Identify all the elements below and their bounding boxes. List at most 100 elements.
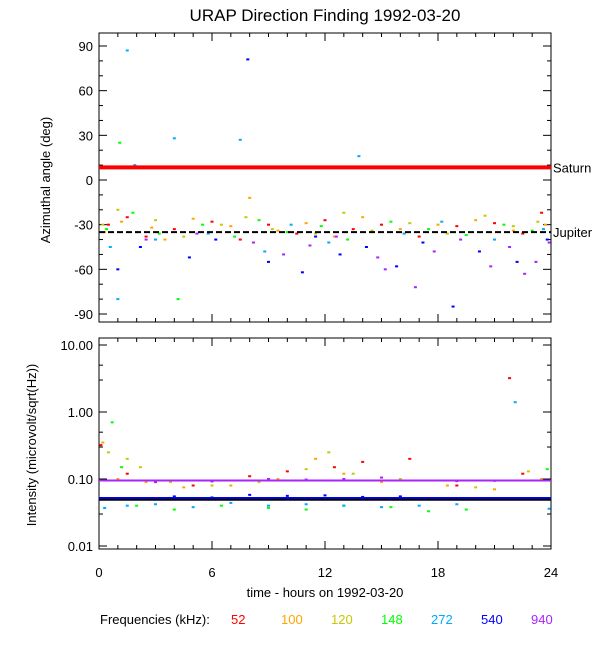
data-point-100khz [543, 223, 547, 226]
data-point-272khz [267, 504, 270, 507]
data-point-272khz [513, 401, 517, 404]
azimuth-panel: 90 60 30 0 -30 -60 -90 Saturn Jupiter [74, 32, 593, 323]
data-point-100khz [276, 478, 280, 480]
data-point-120khz [106, 451, 110, 454]
data-point-540khz [338, 253, 342, 256]
data-point-940khz [547, 241, 551, 244]
y-tick-label: 0.10 [68, 472, 93, 487]
data-point-120khz [257, 481, 261, 484]
data-point-540khz [138, 246, 142, 248]
data-point-148khz [219, 504, 223, 507]
data-point-940khz [334, 235, 338, 238]
data-point-148khz [427, 228, 431, 231]
y-tick-label: 90 [79, 39, 93, 54]
data-point-272khz [380, 506, 383, 509]
data-point-940khz [413, 286, 417, 289]
data-point-52khz [267, 223, 270, 226]
data-point-120khz [342, 211, 346, 214]
data-point-540khz [300, 271, 304, 274]
data-point-148khz [176, 298, 180, 301]
data-point-148khz [157, 232, 161, 235]
data-point-148khz [304, 508, 308, 511]
data-point-540khz [267, 260, 270, 263]
data-point-540khz [187, 256, 191, 259]
data-point-540khz [364, 246, 368, 248]
data-point-940khz [459, 238, 463, 241]
data-point-100khz [144, 481, 148, 484]
data-point-52khz [323, 219, 327, 222]
legend-item-120khz: 120 [331, 612, 353, 627]
data-point-120khz [327, 451, 331, 454]
data-point-940khz [251, 241, 255, 244]
x-tick-label: 12 [318, 565, 332, 580]
data-point-100khz [332, 235, 336, 238]
data-point-148khz [464, 508, 468, 511]
data-point-120khz [154, 219, 157, 222]
reference-label-jupiter: Jupiter [553, 225, 593, 240]
data-point-940khz [508, 246, 512, 248]
data-point-540khz [398, 495, 402, 498]
reference-label-saturn: Saturn [553, 160, 591, 175]
data-point-540khz [314, 235, 318, 238]
data-point-120khz [536, 220, 540, 223]
legend: Frequencies (kHz): 52 100 120 148 272 540 940 [100, 612, 553, 627]
y-tick-label: -60 [74, 262, 93, 277]
data-point-120khz [169, 481, 173, 484]
x-tick-label: 6 [208, 565, 215, 580]
data-point-272khz [402, 232, 406, 235]
data-point-52khz [540, 211, 544, 214]
data-point-52khz [361, 460, 365, 463]
y-tick-label: 1.00 [68, 405, 93, 420]
y-tick-label: -90 [74, 307, 93, 322]
data-point-52khz [521, 472, 525, 475]
data-point-100khz [493, 488, 496, 491]
data-point-100khz [191, 217, 195, 220]
data-point-52khz [285, 470, 289, 473]
data-point-52khz [521, 232, 525, 235]
data-point-100khz [511, 229, 515, 232]
data-point-272khz [108, 246, 112, 248]
data-point-120khz [398, 478, 402, 480]
data-point-540khz [361, 495, 365, 498]
data-point-272khz [125, 49, 129, 52]
data-point-272khz [172, 137, 176, 140]
x-tick-label: 0 [95, 565, 102, 580]
data-point-100khz [229, 484, 233, 487]
data-point-52khz [351, 228, 355, 231]
y-tick-label: 10.00 [60, 338, 93, 353]
data-point-272khz [417, 504, 421, 507]
data-point-100khz [342, 472, 346, 475]
data-point-100khz [101, 441, 105, 444]
y-tick-label: 30 [79, 128, 93, 143]
data-point-540khz [395, 265, 399, 268]
data-point-52khz [99, 444, 103, 447]
data-point-100khz [304, 222, 308, 225]
data-point-100khz [474, 219, 478, 222]
data-point-52khz [295, 232, 299, 235]
data-point-100khz [120, 220, 124, 223]
data-point-148khz [545, 468, 549, 471]
data-point-272khz [133, 164, 137, 167]
plot-frame [98, 337, 552, 550]
data-point-100khz [445, 484, 449, 487]
data-point-148khz [135, 504, 139, 507]
data-point-100khz [398, 228, 402, 231]
data-point-100khz [361, 216, 365, 219]
plot-frame [98, 32, 552, 323]
data-point-120khz [125, 457, 129, 460]
intensity-panel: 10.00 1.00 0.10 0.010 6 12 18 24 [60, 337, 558, 580]
data-point-540khz [451, 305, 455, 308]
data-point-272khz [342, 504, 346, 507]
data-point-940khz [489, 265, 493, 268]
data-point-52khz [210, 220, 214, 223]
data-point-100khz [276, 229, 280, 232]
data-point-272khz [263, 250, 267, 253]
data-point-940khz [144, 238, 148, 241]
data-point-272khz [125, 504, 129, 507]
data-point-272khz [154, 238, 157, 241]
data-point-540khz [545, 238, 549, 241]
legend-item-100khz: 100 [281, 612, 303, 627]
data-point-272khz [304, 503, 308, 506]
data-point-120khz [244, 216, 248, 219]
